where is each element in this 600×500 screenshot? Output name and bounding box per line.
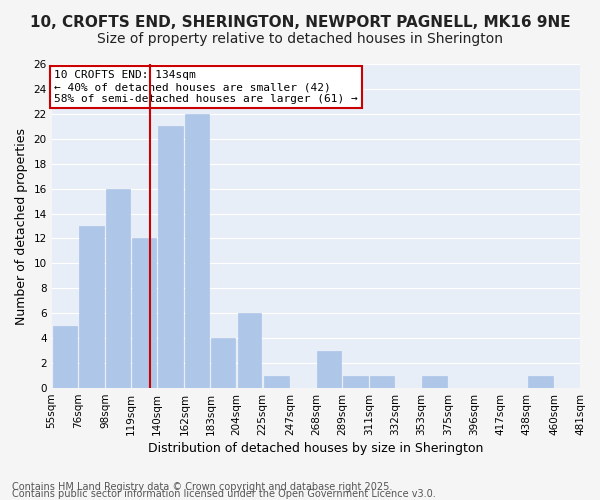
Bar [158, 126, 183, 388]
Bar [343, 376, 368, 388]
Bar [317, 350, 341, 388]
Bar [79, 226, 104, 388]
Text: 10 CROFTS END: 134sqm
← 40% of detached houses are smaller (42)
58% of semi-deta: 10 CROFTS END: 134sqm ← 40% of detached … [54, 70, 358, 104]
Bar [106, 188, 130, 388]
Bar [370, 376, 394, 388]
Bar [238, 314, 262, 388]
Text: 10, CROFTS END, SHERINGTON, NEWPORT PAGNELL, MK16 9NE: 10, CROFTS END, SHERINGTON, NEWPORT PAGN… [29, 15, 571, 30]
Bar [422, 376, 448, 388]
Bar [185, 114, 209, 388]
Bar [132, 238, 156, 388]
Text: Contains HM Land Registry data © Crown copyright and database right 2025.: Contains HM Land Registry data © Crown c… [12, 482, 392, 492]
X-axis label: Distribution of detached houses by size in Sherington: Distribution of detached houses by size … [148, 442, 484, 455]
Y-axis label: Number of detached properties: Number of detached properties [15, 128, 28, 324]
Bar [263, 376, 289, 388]
Bar [53, 326, 77, 388]
Bar [211, 338, 235, 388]
Text: Contains public sector information licensed under the Open Government Licence v3: Contains public sector information licen… [12, 489, 436, 499]
Text: Size of property relative to detached houses in Sherington: Size of property relative to detached ho… [97, 32, 503, 46]
Bar [528, 376, 553, 388]
